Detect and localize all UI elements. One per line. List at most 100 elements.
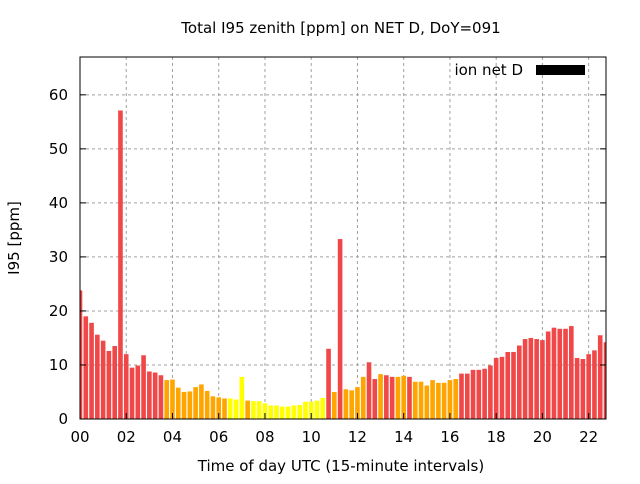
bar	[366, 362, 372, 419]
x-tick-label: 20	[533, 428, 552, 446]
bar	[175, 387, 181, 419]
bar	[453, 379, 459, 419]
bar	[216, 397, 222, 419]
bar	[222, 398, 227, 419]
plot-frame	[79, 56, 607, 420]
bar	[441, 382, 447, 419]
y-tick-label: 50	[49, 140, 68, 158]
bars	[80, 110, 606, 419]
bar	[389, 376, 395, 419]
bar	[430, 380, 435, 419]
bar	[129, 367, 135, 419]
bar	[256, 401, 262, 419]
bar	[268, 405, 274, 419]
bar	[123, 354, 129, 419]
bar	[285, 406, 291, 419]
bar	[528, 337, 534, 419]
bar	[193, 387, 198, 419]
bar	[592, 350, 597, 419]
bar	[505, 352, 511, 419]
bar	[343, 389, 349, 419]
bar	[245, 400, 250, 419]
bar	[349, 390, 354, 419]
bar	[89, 322, 94, 419]
bar	[580, 359, 586, 419]
y-tick-label: 0	[58, 410, 68, 428]
bar	[274, 405, 279, 419]
bar	[522, 339, 528, 419]
bar	[412, 381, 418, 419]
bar	[372, 379, 378, 419]
bar	[106, 350, 112, 419]
bar	[569, 326, 574, 419]
bar	[95, 334, 100, 419]
bar	[227, 398, 233, 419]
bar	[545, 331, 551, 419]
bar	[488, 365, 493, 419]
bar	[360, 376, 366, 419]
x-tick-label: 14	[394, 428, 413, 446]
bar	[210, 396, 216, 419]
bar	[308, 401, 314, 419]
bar	[418, 381, 424, 419]
bar	[511, 352, 516, 419]
bar	[158, 375, 164, 419]
y-axis: 0 10 20 30 40 50 60	[49, 86, 606, 428]
bar	[597, 335, 603, 419]
legend-swatch	[536, 65, 585, 75]
bar	[534, 339, 539, 419]
bar	[401, 375, 407, 419]
bar	[574, 357, 580, 419]
x-tick-label: 18	[487, 428, 506, 446]
bar	[447, 380, 453, 419]
bar	[147, 371, 152, 419]
bar	[378, 374, 383, 419]
bar	[118, 110, 123, 419]
bar	[499, 356, 505, 419]
bar	[251, 401, 256, 419]
bar	[152, 372, 158, 419]
bar	[407, 376, 412, 419]
bar	[493, 357, 499, 419]
bar	[320, 397, 326, 419]
bar	[297, 404, 302, 419]
bar	[384, 375, 389, 419]
x-tick-label: 06	[209, 428, 228, 446]
bar	[170, 379, 175, 419]
bar	[112, 346, 117, 419]
x-axis: 00 02 04 06 08 10 12 14 16 18 20 22	[70, 413, 598, 446]
y-tick-label: 10	[49, 356, 68, 374]
bar	[262, 403, 268, 419]
bar	[586, 354, 591, 419]
x-tick-label: 02	[117, 428, 136, 446]
bar	[424, 385, 430, 419]
x-tick-label: 10	[302, 428, 321, 446]
bar	[100, 340, 106, 419]
bar	[482, 368, 487, 419]
bar	[557, 328, 563, 419]
bar	[181, 391, 187, 419]
bar	[83, 316, 89, 419]
bar	[199, 384, 204, 419]
bar	[239, 376, 245, 419]
x-tick-label: 22	[579, 428, 598, 446]
bar	[603, 342, 606, 419]
x-axis-label: Time of day UTC (15-minute intervals)	[197, 457, 484, 475]
bar	[355, 387, 360, 419]
bar	[80, 290, 83, 419]
bar	[332, 391, 337, 419]
bar	[516, 345, 522, 419]
bar	[279, 406, 285, 419]
bar	[464, 373, 470, 419]
bar	[470, 369, 476, 419]
bar	[395, 376, 401, 419]
y-axis-label: I95 [ppm]	[5, 201, 23, 275]
bar	[314, 400, 320, 419]
chart-title: Total I95 zenith [ppm] on NET D, DoY=091	[180, 19, 500, 37]
x-tick-label: 04	[163, 428, 182, 446]
y-tick-label: 60	[49, 86, 68, 104]
bar	[326, 348, 331, 419]
bar	[459, 373, 464, 419]
bar	[233, 399, 239, 419]
